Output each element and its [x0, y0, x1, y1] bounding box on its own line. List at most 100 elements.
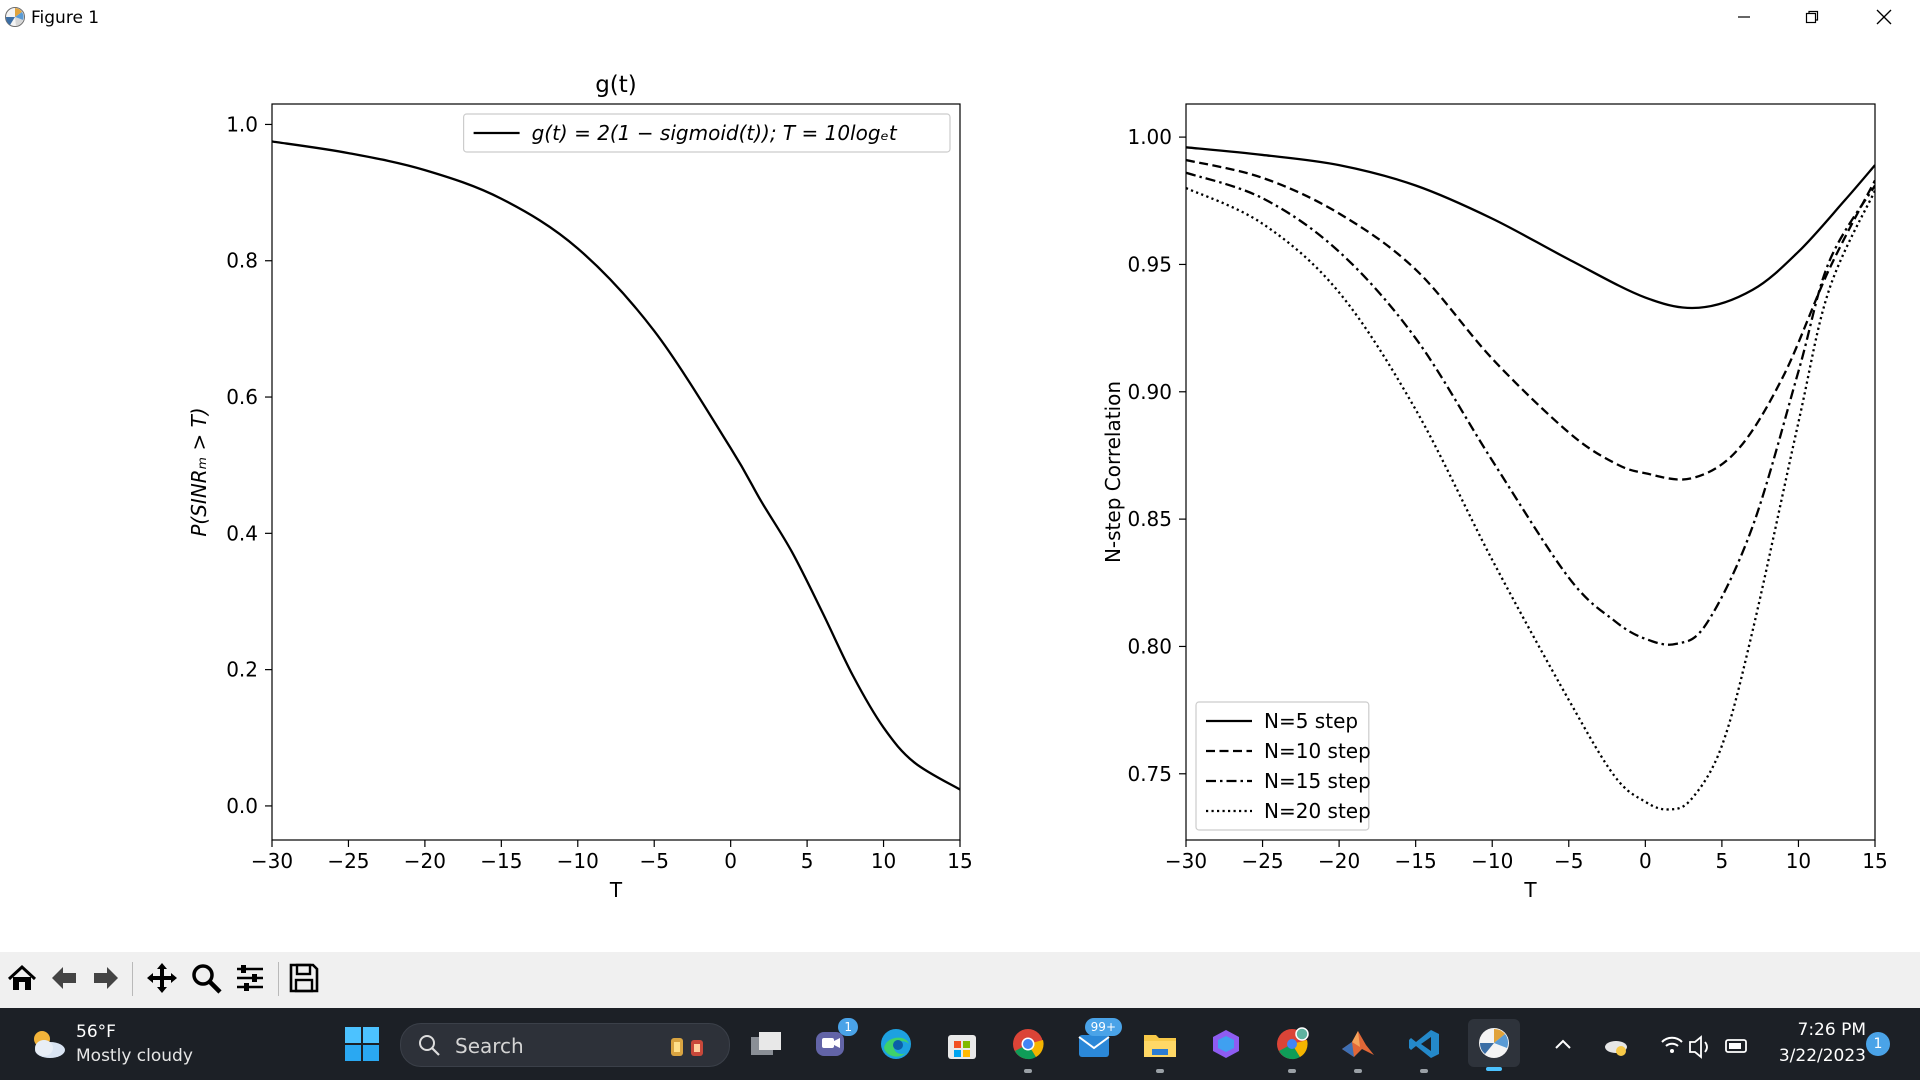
matlab-button[interactable] [1336, 1022, 1380, 1073]
x-tick-label: −30 [1165, 849, 1207, 873]
battery-icon [1725, 1039, 1747, 1053]
subplot-1: −30 −25 −20 −15 −10 −5 0 5 10 15 0.0 0.2 0.4 0.6 0.8 1.… [187, 72, 973, 902]
chrome-profile-button[interactable] [1270, 1022, 1314, 1073]
edge-icon [881, 1029, 911, 1059]
clock-date[interactable]: 3/22/2023 [1778, 1046, 1866, 1066]
windows-start-icon[interactable] [344, 1026, 380, 1062]
x-tick-label: 0 [1639, 849, 1652, 873]
taskbar: 56°F Mostly cloudy Search 1 99+ [0, 1008, 1920, 1080]
legend: g(t) = 2(1 − sigmoid(t)); T = 10logₑt [463, 113, 951, 153]
legend-label: N=10 step [1264, 739, 1371, 763]
x-tick-label: −25 [327, 849, 369, 873]
x-tick-label: −20 [1318, 849, 1360, 873]
volume-icon [1689, 1035, 1708, 1059]
legend-label: N=15 step [1264, 769, 1371, 793]
close-icon [1876, 9, 1892, 25]
cloudy-weather-icon[interactable] [26, 1026, 70, 1062]
y-tick-label: 0.90 [1127, 380, 1172, 404]
save-button[interactable] [284, 956, 324, 1000]
notification-badge[interactable]: 1 [1866, 1032, 1890, 1056]
mail-button[interactable]: 99+ [1072, 1018, 1122, 1066]
x-axis-label: T [1523, 878, 1537, 902]
x-tick-label: −10 [1471, 849, 1513, 873]
chart-title: g(t) [595, 72, 637, 98]
y-tick-label: 0.2 [226, 658, 258, 682]
y-axis-label: P(SINRₘ > T) [187, 407, 211, 536]
arrow-left-icon [52, 967, 76, 989]
taskbar-search-box[interactable]: Search [400, 1023, 730, 1067]
figure-canvas[interactable]: −30 −25 −20 −15 −10 −5 0 5 10 15 0.0 0.2 0.4 0.6 0.8 1.… [0, 34, 1920, 952]
vscode-button[interactable] [1402, 1022, 1446, 1073]
store-icon [948, 1035, 976, 1059]
home-button[interactable] [2, 956, 42, 1000]
x-tick-label: −25 [1241, 849, 1283, 873]
y-tick-label: 0.8 [226, 249, 258, 273]
axes-frame [271, 103, 961, 841]
axes-frame [1185, 103, 1876, 841]
matplotlib-figure-button[interactable] [1468, 1019, 1520, 1071]
weather-temperature[interactable]: 56°F [76, 1022, 116, 1042]
x-tick-label: −15 [480, 849, 522, 873]
chrome-button[interactable] [1006, 1022, 1050, 1073]
matplotlib-figure-icon [1479, 1028, 1509, 1058]
series-line-3 [1186, 171, 1875, 646]
zoom-button[interactable] [186, 956, 226, 1000]
restore-icon [1805, 10, 1819, 24]
close-button[interactable] [1850, 0, 1918, 34]
series-line-2 [1186, 158, 1875, 481]
legend-label: g(t) = 2(1 − sigmoid(t)); T = 10logₑt [532, 121, 898, 145]
teams-button[interactable]: 1 [808, 1018, 858, 1066]
pan-button[interactable] [142, 956, 182, 1000]
y-tick-label: 0.85 [1127, 507, 1172, 531]
edge-button[interactable] [874, 1022, 918, 1066]
navigation-toolbar [0, 952, 1920, 1008]
teams-badge: 1 [838, 1018, 858, 1036]
y-tick-label: 0.75 [1127, 762, 1172, 786]
lantern-decoration-icon [671, 1038, 703, 1056]
weather-description[interactable]: Mostly cloudy [76, 1046, 193, 1066]
x-tick-label: 0 [724, 849, 737, 873]
mail-badge: 99+ [1084, 1018, 1122, 1036]
magnifier-icon [192, 964, 222, 994]
x-tick-label: −5 [639, 849, 668, 873]
series-line-1 [1186, 146, 1875, 310]
copilot-icon [1213, 1030, 1239, 1058]
teams-icon [816, 1032, 844, 1056]
move-icon [147, 963, 177, 993]
y-tick-label: 0.80 [1127, 634, 1172, 658]
file-explorer-icon [1144, 1035, 1176, 1057]
window-title-bar: Figure 1 [0, 0, 1920, 34]
series-line-1 [272, 140, 960, 791]
y-axis-label: N-step Correlation [1101, 381, 1125, 563]
home-icon [7, 964, 37, 990]
configure-subplots-button[interactable] [230, 956, 270, 1000]
x-tick-label: −5 [1554, 849, 1583, 873]
copilot-button[interactable] [1204, 1022, 1248, 1066]
legend-label: N=5 step [1264, 709, 1358, 733]
clock-time[interactable]: 7:26 PM [1797, 1020, 1867, 1040]
system-tray [1555, 1035, 1747, 1059]
y-tick-label: 1.0 [226, 112, 258, 136]
minimize-icon [1738, 16, 1750, 18]
task-view-icon [751, 1032, 781, 1055]
file-explorer-button[interactable] [1138, 1022, 1182, 1073]
x-tick-label: −20 [404, 849, 446, 873]
x-tick-label: −30 [251, 849, 293, 873]
forward-button[interactable] [86, 956, 126, 1000]
wifi-icon [1661, 1036, 1683, 1053]
sliders-icon [237, 965, 263, 991]
window-title: Figure 1 [31, 8, 100, 28]
y-tick-label: 0.6 [226, 385, 258, 409]
restore-button[interactable] [1778, 0, 1846, 34]
task-view-button[interactable] [744, 1022, 788, 1066]
x-tick-label: 15 [1862, 849, 1887, 873]
floppy-disk-icon [289, 963, 319, 993]
chrome-profile-icon [1277, 1027, 1309, 1060]
arrow-right-icon [94, 967, 118, 989]
vscode-icon [1409, 1030, 1439, 1058]
store-button[interactable] [940, 1022, 984, 1066]
back-button[interactable] [44, 956, 84, 1000]
onedrive-warning-icon [1605, 1041, 1627, 1056]
x-tick-label: 5 [801, 849, 814, 873]
minimize-button[interactable] [1710, 0, 1778, 34]
